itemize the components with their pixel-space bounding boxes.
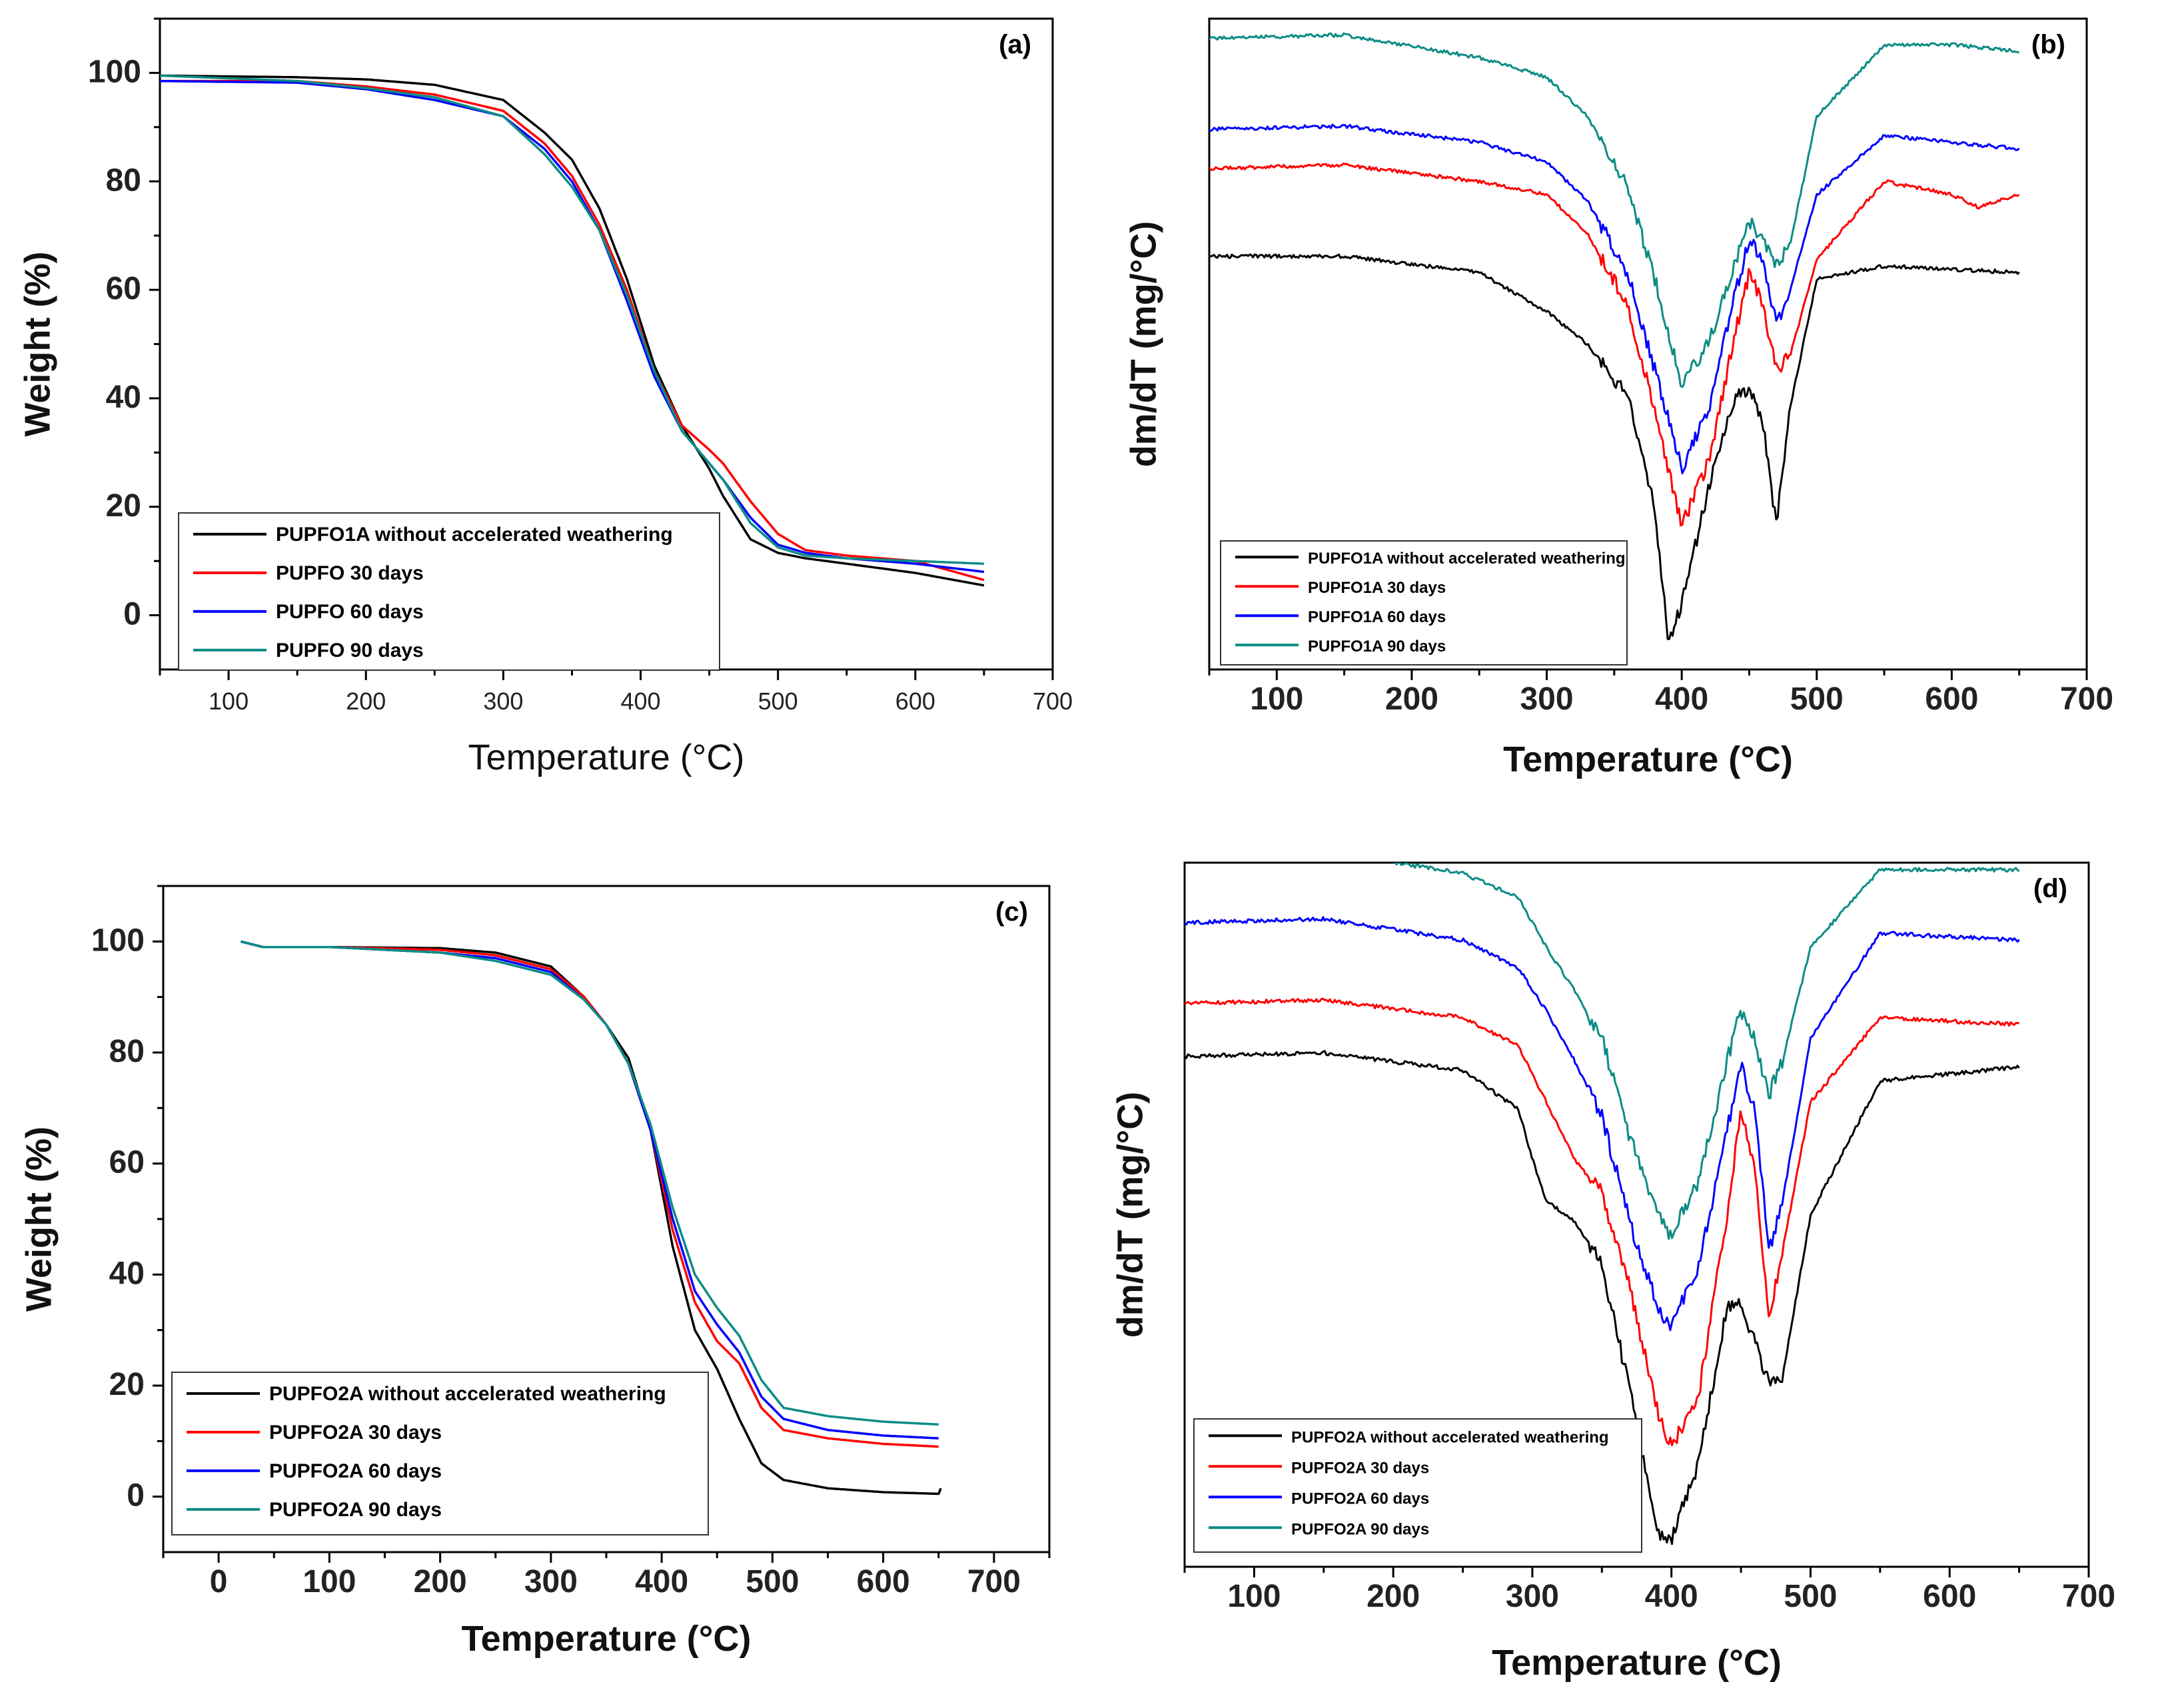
y-tick-label: 60 [106, 271, 141, 306]
x-tick-label: 200 [346, 687, 386, 715]
x-tick-label: 700 [967, 1564, 1021, 1599]
chart-panel-4: 100 200 300 400 500 600 700 Temperature (°C) dm/… [1110, 861, 2115, 1683]
y-tick-label: 20 [106, 488, 141, 524]
y-axis-title: dm/dT (mg/°C) [1123, 221, 1163, 468]
x-tick-label: 700 [1033, 687, 1073, 715]
x-tick-label: 500 [1784, 1579, 1837, 1614]
legend: PUPFO2A without accelerated weathering PU… [171, 1372, 709, 1535]
y-tick-label: 60 [109, 1145, 145, 1180]
x-tick-label: 200 [1366, 1579, 1420, 1614]
panel-label: (b) [2031, 30, 2065, 59]
panel-label: (a) [999, 30, 1031, 59]
y-axis-title: Weight (%) [17, 252, 57, 437]
chart-panel-2: 100 200 300 400 500 600 700 Temperature (°C) dm/… [1123, 17, 2113, 779]
x-tick-label: 600 [857, 1564, 910, 1599]
x-axis-title: Temperature (°C) [1503, 739, 1793, 779]
x-tick-label: 500 [746, 1564, 799, 1599]
legend-box [171, 1372, 709, 1535]
legend-label: PUPFO1A without accelerated weathering [1308, 550, 1626, 568]
x-tick-label: 100 [1227, 1579, 1281, 1614]
legend-label: PUPFO 30 days [276, 562, 424, 584]
series-line-1 [1185, 1050, 2020, 1545]
series-line-4 [160, 74, 984, 565]
legend: PUPFO2A without accelerated weathering PU… [1193, 1418, 1642, 1553]
y-tick-label: 80 [106, 163, 141, 198]
x-tick-label: 100 [1250, 681, 1303, 717]
series-line-2 [1209, 162, 2020, 527]
panel-label: (d) [2033, 874, 2067, 903]
legend-label: PUPFO1A without accelerated weathering [276, 524, 673, 546]
legend-label: PUPFO2A 30 days [269, 1422, 442, 1444]
legend-box [178, 512, 720, 671]
x-tick-label: 400 [1655, 681, 1708, 717]
x-axis-title: Temperature (°C) [468, 737, 745, 777]
charts-root: 100 200 300 400 500 600 700020406080100Tempera… [17, 17, 2115, 1683]
x-tick-label: 200 [1385, 681, 1438, 717]
x-tick-label: 500 [758, 687, 798, 715]
y-tick-label: 0 [127, 1478, 145, 1513]
y-tick-label: 20 [109, 1367, 145, 1402]
chart-panel-3: 0 100 200 300 400 500 600 700 0 20 40 60 80 100 Temper… [19, 885, 1051, 1659]
x-tick-label: 100 [302, 1564, 356, 1599]
x-tick-label: 500 [1790, 681, 1844, 717]
y-axis-title: Weight (%) [19, 1126, 59, 1312]
legend: PUPFO1A without accelerated weathering PU… [178, 512, 720, 671]
x-tick-label: 700 [2062, 1579, 2115, 1614]
plot-frame [1183, 861, 2090, 1568]
series-line-1 [1209, 253, 2020, 640]
x-tick-label: 600 [1925, 681, 1978, 717]
x-tick-label: 300 [1520, 681, 1573, 717]
legend-label: PUPFO1A 90 days [1308, 638, 1446, 655]
y-tick-label: 40 [106, 380, 141, 415]
legend-label: PUPFO2A 90 days [1291, 1520, 1429, 1538]
legend-label: PUPFO2A 60 days [269, 1460, 442, 1482]
legend-label: PUPFO2A without accelerated weathering [269, 1383, 666, 1405]
x-tick-label: 300 [1506, 1579, 1559, 1614]
y-axis-title: dm/dT (mg/°C) [1110, 1092, 1150, 1338]
y-tick-label: 100 [88, 54, 141, 89]
y-tick-label: 100 [91, 923, 145, 958]
x-tick-label: 600 [1923, 1579, 1976, 1614]
legend-label: PUPFO2A 30 days [1291, 1459, 1429, 1477]
x-tick-label: 300 [524, 1564, 578, 1599]
legend-label: PUPFO1A 30 days [1308, 579, 1446, 597]
legend-label: PUPFO 90 days [276, 640, 424, 661]
legend-box [1193, 1418, 1642, 1553]
plot-frame [1208, 17, 2088, 671]
series-line-3 [1209, 123, 2020, 475]
x-tick-label: 400 [635, 1564, 688, 1599]
series-line-2 [1185, 997, 2019, 1447]
legend: PUPFO1A without accelerated weathering PU… [1220, 540, 1628, 665]
series-line-1 [160, 74, 985, 587]
legend-label: PUPFO1A 60 days [1308, 608, 1446, 626]
legend-label: PUPFO2A 90 days [269, 1499, 442, 1521]
x-tick-label: 300 [483, 687, 523, 715]
x-tick-label: 400 [620, 687, 660, 715]
x-tick-label: 200 [414, 1564, 467, 1599]
x-tick-label: 400 [1645, 1579, 1698, 1614]
x-tick-label: 0 [210, 1564, 228, 1599]
x-tick-label: 600 [895, 687, 935, 715]
series-line-4 [240, 940, 939, 1426]
x-tick-label: 100 [209, 687, 249, 715]
y-tick-label: 80 [109, 1034, 145, 1069]
series-line-4 [1209, 32, 2020, 388]
series-line-4 [1382, 863, 2020, 1240]
legend-label: PUPFO2A 60 days [1291, 1490, 1429, 1507]
x-tick-label: 700 [2060, 681, 2113, 717]
chart-panel-1: 100 200 300 400 500 600 700 0 20 40 60 80 100 Tempera… [17, 17, 1073, 777]
x-axis-title: Temperature (°C) [462, 1619, 752, 1659]
legend-label: PUPFO2A without accelerated weathering [1291, 1428, 1609, 1446]
y-tick-label: 40 [109, 1256, 145, 1291]
y-tick-label: 0 [123, 597, 141, 632]
x-axis-title: Temperature (°C) [1492, 1643, 1782, 1683]
panel-label: (c) [995, 897, 1028, 927]
series-line-3 [1185, 916, 2020, 1332]
legend-label: PUPFO 60 days [276, 601, 424, 623]
